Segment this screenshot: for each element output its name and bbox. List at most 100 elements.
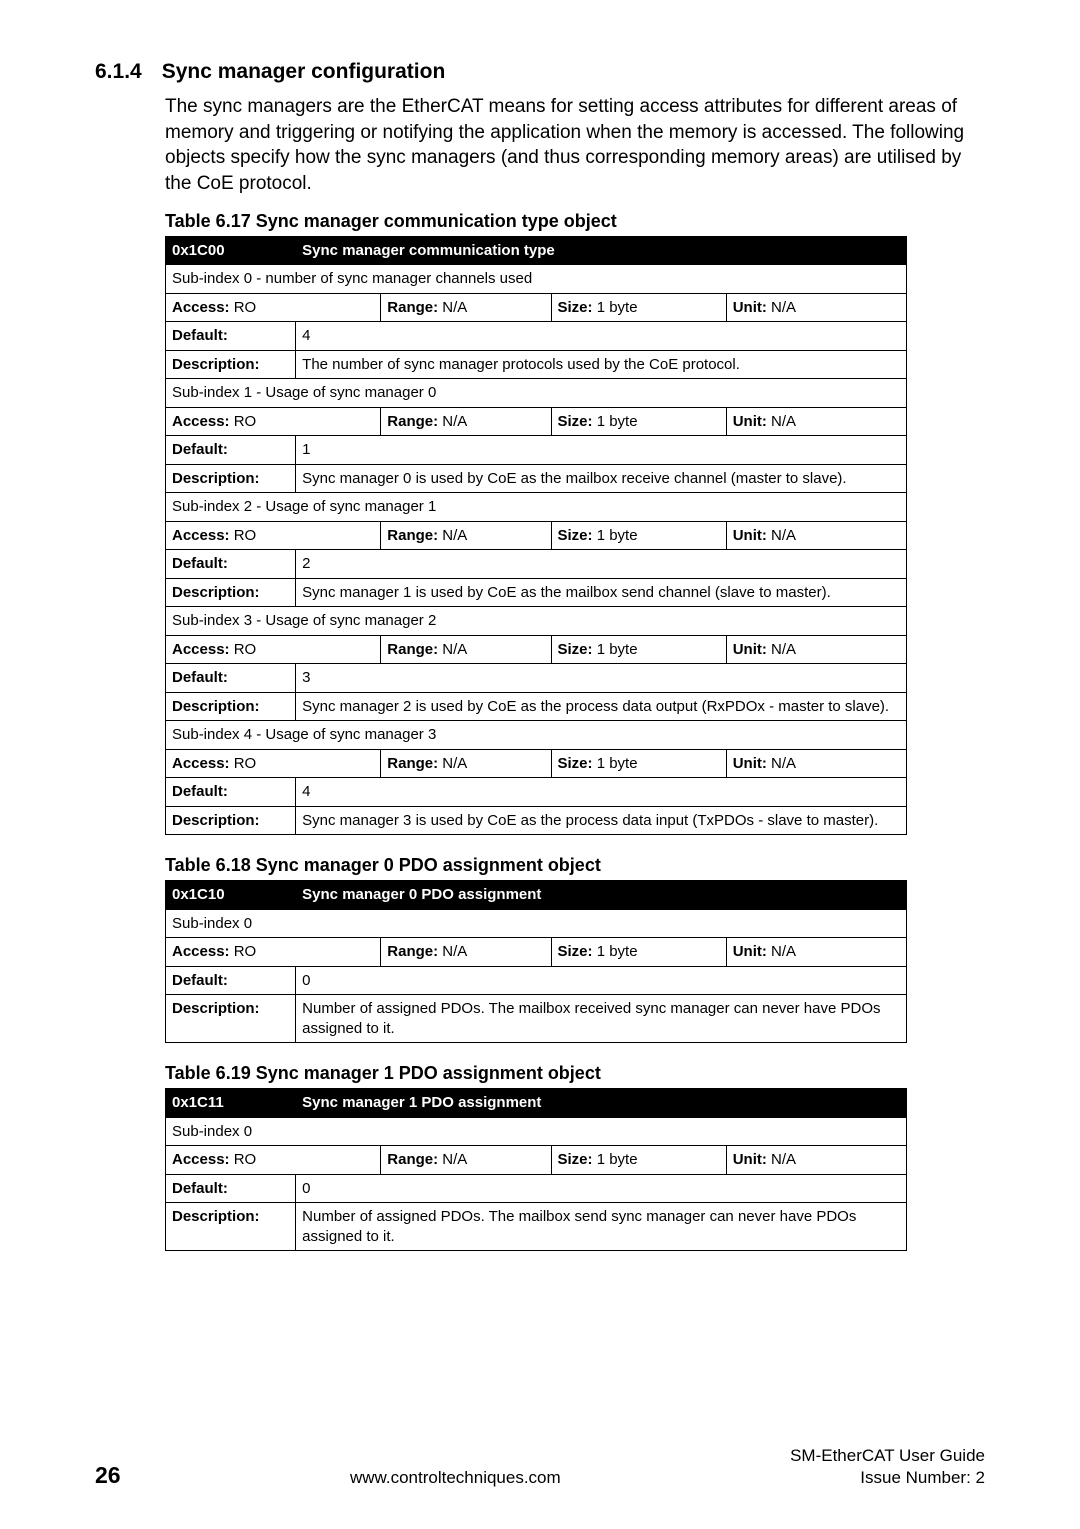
table-row: Description: Sync manager 0 is used by C… xyxy=(166,464,907,493)
section-number: 6.1.4 xyxy=(95,60,142,84)
desc-value: Sync manager 3 is used by CoE as the pro… xyxy=(296,806,907,835)
table-row: Description: Sync manager 3 is used by C… xyxy=(166,806,907,835)
default-value: 0 xyxy=(296,1174,907,1203)
unit-cell: Unit: N/A xyxy=(726,635,906,664)
table-caption-617: Table 6.17 Sync manager communication ty… xyxy=(165,211,985,232)
table-row: Default: 0 xyxy=(166,1174,907,1203)
range-cell: Range: N/A xyxy=(381,1146,551,1175)
obj-name-cell: Sync manager 0 PDO assignment xyxy=(296,881,907,910)
table-row: Default: 1 xyxy=(166,436,907,465)
subindex-label: Sub-index 0 xyxy=(166,1117,907,1146)
unit-cell: Unit: N/A xyxy=(726,407,906,436)
obj-name-cell: Sync manager 1 PDO assignment xyxy=(296,1089,907,1118)
default-value: 3 xyxy=(296,664,907,693)
access-cell: Access: RO xyxy=(166,521,381,550)
table-row: Description: Number of assigned PDOs. Th… xyxy=(166,995,907,1043)
table-row: 0x1C00 Sync manager communication type xyxy=(166,236,907,265)
table-row: Sub-index 2 - Usage of sync manager 1 xyxy=(166,493,907,522)
unit-cell: Unit: N/A xyxy=(726,749,906,778)
desc-value: Sync manager 2 is used by CoE as the pro… xyxy=(296,692,907,721)
access-cell: Access: RO xyxy=(166,938,381,967)
footer-url: www.controltechniques.com xyxy=(350,1467,561,1489)
default-value: 4 xyxy=(296,322,907,351)
footer-guide: SM-EtherCAT User Guide xyxy=(790,1445,985,1467)
access-cell: Access: RO xyxy=(166,293,381,322)
table-row: 0x1C11 Sync manager 1 PDO assignment xyxy=(166,1089,907,1118)
desc-label: Description: xyxy=(166,578,296,607)
range-cell: Range: N/A xyxy=(381,938,551,967)
table-row: Sub-index 0 xyxy=(166,1117,907,1146)
default-label: Default: xyxy=(166,664,296,693)
size-cell: Size: 1 byte xyxy=(551,938,726,967)
range-cell: Range: N/A xyxy=(381,293,551,322)
footer-issue: Issue Number: 2 xyxy=(790,1467,985,1489)
unit-cell: Unit: N/A xyxy=(726,1146,906,1175)
unit-cell: Unit: N/A xyxy=(726,938,906,967)
hex-cell: 0x1C11 xyxy=(166,1089,296,1118)
access-cell: Access: RO xyxy=(166,749,381,778)
obj-name-cell: Sync manager communication type xyxy=(296,236,907,265)
table-row: Access: RO Range: N/A Size: 1 byte Unit:… xyxy=(166,293,907,322)
table-row: Description: Sync manager 2 is used by C… xyxy=(166,692,907,721)
size-cell: Size: 1 byte xyxy=(551,635,726,664)
size-cell: Size: 1 byte xyxy=(551,749,726,778)
default-value: 0 xyxy=(296,966,907,995)
default-value: 1 xyxy=(296,436,907,465)
table-row: Default: 4 xyxy=(166,322,907,351)
size-cell: Size: 1 byte xyxy=(551,1146,726,1175)
table-row: Access: RO Range: N/A Size: 1 byte Unit:… xyxy=(166,521,907,550)
table-row: Sub-index 3 - Usage of sync manager 2 xyxy=(166,607,907,636)
range-cell: Range: N/A xyxy=(381,749,551,778)
page-number: 26 xyxy=(95,1462,121,1489)
table-row: Default: 3 xyxy=(166,664,907,693)
unit-cell: Unit: N/A xyxy=(726,293,906,322)
default-label: Default: xyxy=(166,436,296,465)
size-cell: Size: 1 byte xyxy=(551,407,726,436)
default-value: 2 xyxy=(296,550,907,579)
table-row: Access: RO Range: N/A Size: 1 byte Unit:… xyxy=(166,635,907,664)
desc-label: Description: xyxy=(166,995,296,1043)
subindex-label: Sub-index 2 - Usage of sync manager 1 xyxy=(166,493,907,522)
range-cell: Range: N/A xyxy=(381,407,551,436)
default-label: Default: xyxy=(166,1174,296,1203)
desc-label: Description: xyxy=(166,692,296,721)
table-row: Default: 2 xyxy=(166,550,907,579)
page-footer: 26 www.controltechniques.com SM-EtherCAT… xyxy=(95,1445,985,1489)
table-row: Access: RO Range: N/A Size: 1 byte Unit:… xyxy=(166,938,907,967)
section-paragraph: The sync managers are the EtherCAT means… xyxy=(165,94,985,197)
subindex-label: Sub-index 3 - Usage of sync manager 2 xyxy=(166,607,907,636)
desc-value: Sync manager 1 is used by CoE as the mai… xyxy=(296,578,907,607)
document-page: 6.1.4 Sync manager configuration The syn… xyxy=(0,0,1080,1529)
subindex-label: Sub-index 4 - Usage of sync manager 3 xyxy=(166,721,907,750)
desc-value: The number of sync manager protocols use… xyxy=(296,350,907,379)
table-row: Description: The number of sync manager … xyxy=(166,350,907,379)
table-row: Description: Sync manager 1 is used by C… xyxy=(166,578,907,607)
hex-cell: 0x1C10 xyxy=(166,881,296,910)
table-row: Sub-index 4 - Usage of sync manager 3 xyxy=(166,721,907,750)
table-row: Access: RO Range: N/A Size: 1 byte Unit:… xyxy=(166,1146,907,1175)
desc-label: Description: xyxy=(166,1203,296,1251)
unit-cell: Unit: N/A xyxy=(726,521,906,550)
hex-cell: 0x1C00 xyxy=(166,236,296,265)
access-cell: Access: RO xyxy=(166,407,381,436)
default-label: Default: xyxy=(166,778,296,807)
table-row: Sub-index 0 - number of sync manager cha… xyxy=(166,265,907,294)
range-cell: Range: N/A xyxy=(381,635,551,664)
default-label: Default: xyxy=(166,322,296,351)
section-title: Sync manager configuration xyxy=(162,60,446,84)
table-row: Access: RO Range: N/A Size: 1 byte Unit:… xyxy=(166,749,907,778)
table-row: Access: RO Range: N/A Size: 1 byte Unit:… xyxy=(166,407,907,436)
footer-right: SM-EtherCAT User Guide Issue Number: 2 xyxy=(790,1445,985,1489)
range-cell: Range: N/A xyxy=(381,521,551,550)
table-caption-618: Table 6.18 Sync manager 0 PDO assignment… xyxy=(165,855,985,876)
access-cell: Access: RO xyxy=(166,635,381,664)
table-619: 0x1C11 Sync manager 1 PDO assignment Sub… xyxy=(165,1088,907,1251)
desc-value: Sync manager 0 is used by CoE as the mai… xyxy=(296,464,907,493)
table-618: 0x1C10 Sync manager 0 PDO assignment Sub… xyxy=(165,880,907,1043)
desc-value: Number of assigned PDOs. The mailbox sen… xyxy=(296,1203,907,1251)
table-row: Sub-index 0 xyxy=(166,909,907,938)
table-row: Sub-index 1 - Usage of sync manager 0 xyxy=(166,379,907,408)
table-row: Default: 4 xyxy=(166,778,907,807)
desc-label: Description: xyxy=(166,350,296,379)
table-row: Description: Number of assigned PDOs. Th… xyxy=(166,1203,907,1251)
